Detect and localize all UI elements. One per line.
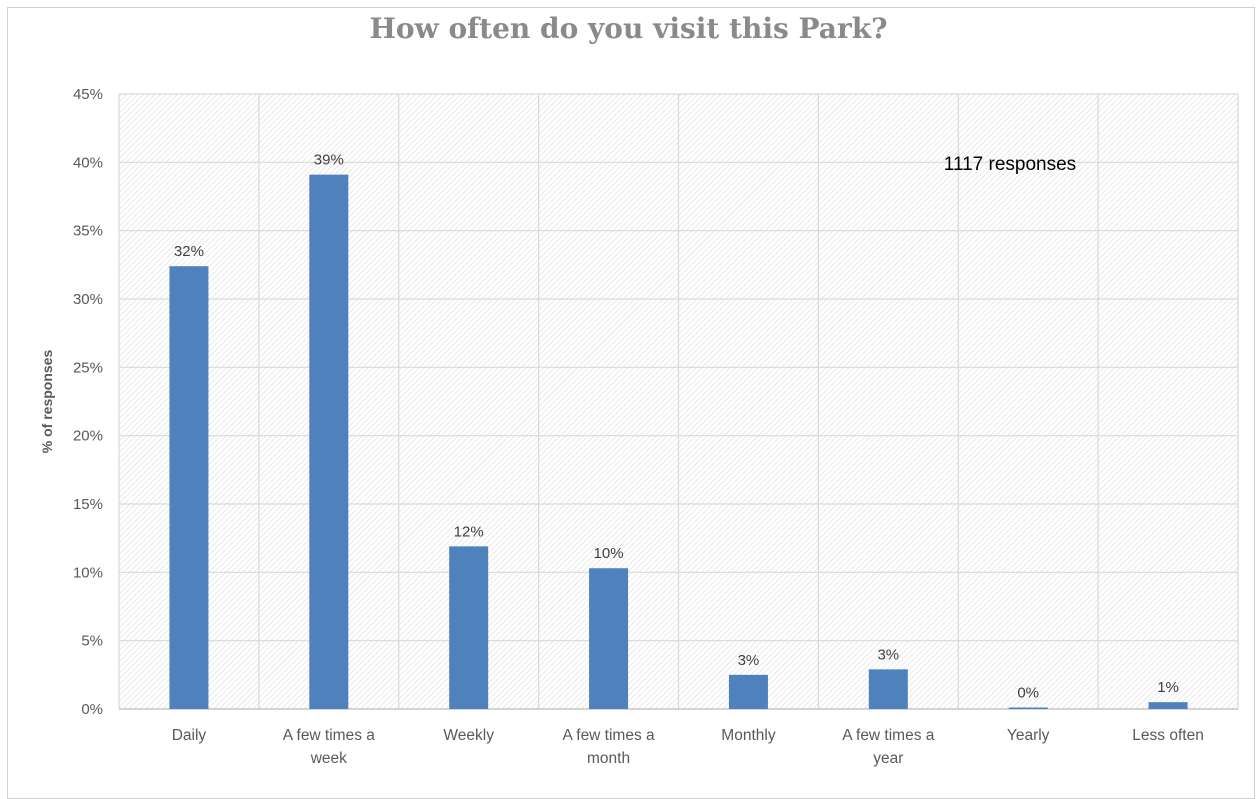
bar [449,546,489,709]
category-label-line: A few times a [842,727,935,744]
category-label-line: month [587,750,630,767]
y-tick-label: 20% [73,428,103,445]
category-label-line: week [310,750,347,767]
bar [728,674,768,709]
category-label-line: A few times a [283,727,376,744]
bar [1008,707,1048,709]
data-label: 3% [738,652,760,669]
bar [868,669,908,709]
category-label: Daily [172,727,207,744]
category-label: A few times a month [562,727,655,767]
category-label: Monthly [721,727,776,744]
bar [169,266,209,709]
y-tick-label: 40% [73,154,103,171]
data-label: 39% [314,152,344,169]
y-tick-label: 45% [73,86,103,103]
data-label: 10% [594,545,624,562]
category-label-line: A few times a [562,727,655,744]
data-label: 3% [877,646,899,663]
category-label: A few times a week [283,727,376,767]
bar [589,568,629,709]
y-tick-label: 5% [81,633,103,650]
category-label-line: Weekly [443,727,494,744]
y-tick-label: 25% [73,359,103,376]
category-label-line: Yearly [1007,727,1050,744]
responses-annotation: 1117 responses [944,154,1076,175]
data-label: 0% [1017,685,1039,702]
bar [1148,702,1188,709]
y-tick-label: 30% [73,291,103,308]
category-label-line: Less often [1132,727,1204,744]
category-label: Yearly [1007,727,1050,744]
chart-title: How often do you visit this Park? [369,12,888,45]
data-label: 12% [454,523,484,540]
category-label: Less often [1132,727,1204,744]
category-label-line: year [873,750,903,767]
data-label: 32% [174,243,204,260]
category-label-line: Monthly [721,727,776,744]
data-label: 1% [1157,679,1179,696]
category-label: A few times a year [842,727,935,767]
y-axis-title: % of responses [39,350,55,454]
category-label-line: Daily [172,727,207,744]
category-label: Weekly [443,727,494,744]
y-tick-label: 0% [81,701,103,718]
bar [309,174,349,710]
y-tick-label: 35% [73,223,103,240]
y-tick-label: 15% [73,496,103,513]
bar-chart: 0% 5% 10% 15% 20% 25% 30% 35% 40% 45% 32% Daily 39% A… [39,86,1239,767]
y-tick-label: 10% [73,564,103,581]
